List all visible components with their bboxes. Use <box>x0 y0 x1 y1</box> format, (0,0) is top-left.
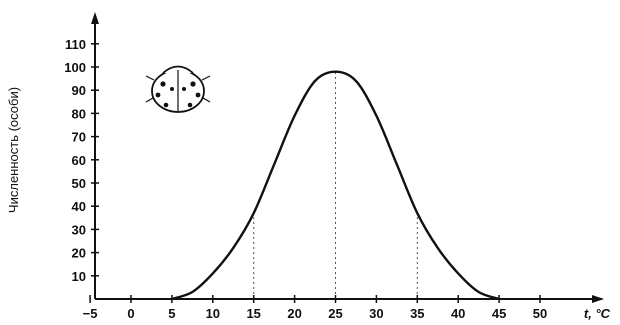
x-tick-label: 0 <box>127 306 134 320</box>
y-axis-title: Численность (особи) <box>6 87 21 213</box>
x-tick-label: −5 <box>83 306 98 320</box>
y-tick-label: 40 <box>72 199 86 214</box>
ladybug-icon <box>145 65 211 113</box>
x-axis-title: t, °C <box>584 306 611 320</box>
y-tick-label: 70 <box>72 130 86 145</box>
x-tick-label: 25 <box>328 306 342 320</box>
x-tick-label: 5 <box>168 306 175 320</box>
x-tick-label: 15 <box>246 306 260 320</box>
y-tick-label: 60 <box>72 153 86 168</box>
y-axis-arrow <box>91 12 99 24</box>
x-tick-label: 20 <box>287 306 301 320</box>
x-tick-label: 35 <box>410 306 424 320</box>
x-axis-arrow <box>592 295 604 303</box>
x-tick-label: 50 <box>533 306 547 320</box>
y-tick-label: 50 <box>72 176 86 191</box>
y-tick-label: 30 <box>72 222 86 237</box>
y-tick-label: 20 <box>72 246 86 261</box>
y-tick-label: 90 <box>72 83 86 98</box>
x-tick-label: 10 <box>206 306 220 320</box>
y-tick-label: 10 <box>72 269 86 284</box>
series-line <box>171 70 500 301</box>
y-tick-label: 100 <box>64 60 86 75</box>
x-tick-label: 45 <box>492 306 506 320</box>
x-tick-label: 40 <box>451 306 465 320</box>
y-tick-label: 110 <box>65 37 86 52</box>
x-tick-label: 30 <box>369 306 383 320</box>
y-tick-label: 80 <box>72 106 86 121</box>
